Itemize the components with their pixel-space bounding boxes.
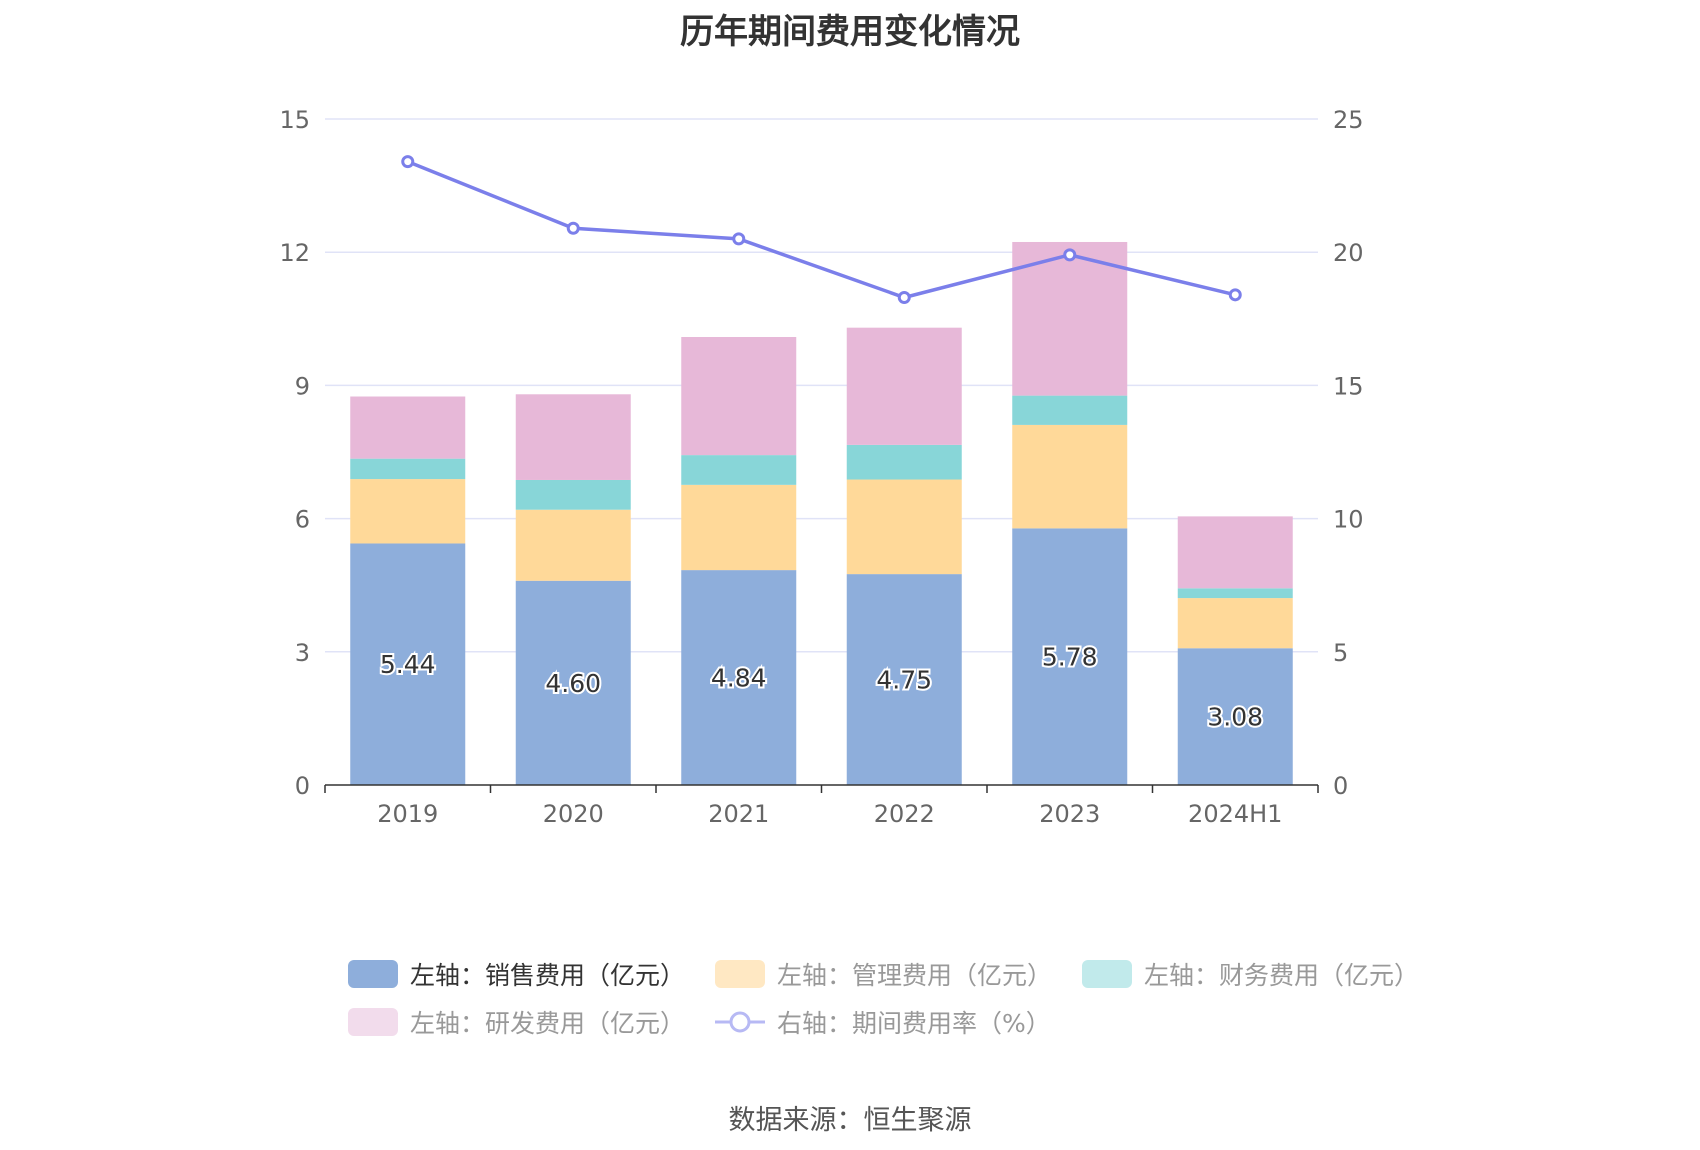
bar-segment-3 — [846, 327, 962, 445]
bar-series — [350, 241, 1293, 785]
bar-data-label: 4.84 — [711, 664, 767, 693]
legend-line-icon — [715, 1011, 766, 1033]
bar-segment-3 — [515, 394, 631, 480]
legend-item-expense-rate[interactable]: 右轴：期间费用率（%） — [715, 1004, 1051, 1040]
y-left-tick-label: 6 — [295, 506, 310, 534]
y-right-tick-label: 5 — [1333, 639, 1348, 667]
bar-data-label: 5.78 — [1042, 643, 1098, 672]
bar-segment-3 — [350, 396, 466, 459]
line-series — [401, 155, 1242, 304]
line-point — [897, 290, 911, 304]
bar-segment-1 — [846, 479, 962, 575]
line-point — [1228, 288, 1242, 302]
legend-row: 左轴：研发费用（亿元） 右轴：期间费用率（%） — [348, 998, 1388, 1046]
bar-segment-1 — [681, 484, 797, 571]
grid-lines — [325, 118, 1318, 653]
axes: 0 3 6 9 12 15 0 5 10 15 20 25 2019 2020 2021 2022 2023 20… — [279, 106, 1363, 828]
x-tick-label: 2023 — [1039, 800, 1100, 828]
legend-label-admin: 左轴：管理费用（亿元） — [777, 961, 1053, 990]
bar-segment-2 — [681, 455, 797, 485]
data-source: 数据来源：恒生聚源 — [728, 1105, 972, 1136]
bar-segment-1 — [1012, 424, 1128, 529]
legend: 左轴：销售费用（亿元） 左轴：管理费用（亿元） 左轴：财务费用（亿元） 左轴：研… — [348, 950, 1419, 1046]
y-left-tick-label: 3 — [295, 639, 310, 667]
legend-item-finance[interactable]: 左轴：财务费用（亿元） — [1082, 956, 1419, 992]
chart-title: 历年期间费用变化情况 — [680, 12, 1020, 52]
x-tick-label: 2022 — [874, 800, 935, 828]
legend-label-expense-rate: 右轴：期间费用率（%） — [777, 1009, 1051, 1038]
legend-item-admin[interactable]: 左轴：管理费用（亿元） — [715, 956, 1052, 992]
bar-segment-2 — [846, 444, 962, 480]
line-point — [401, 155, 415, 169]
bar-segment-1 — [515, 509, 631, 581]
legend-item-rnd[interactable]: 左轴：研发费用（亿元） — [348, 1004, 685, 1040]
bar-segment-2 — [350, 458, 466, 480]
legend-swatch-finance — [1082, 960, 1133, 988]
y-right-tick-label: 25 — [1333, 106, 1364, 134]
y-left-tick-label: 9 — [295, 372, 310, 400]
x-tick-label: 2020 — [543, 800, 604, 828]
bar-segment-3 — [1177, 516, 1293, 589]
x-tick-label: 2019 — [377, 800, 438, 828]
y-right-tick-label: 0 — [1333, 772, 1348, 800]
bar-data-label: 5.44 — [380, 650, 436, 679]
bar-segment-1 — [1177, 598, 1293, 649]
y-left-tick-label: 0 — [295, 772, 310, 800]
legend-swatch-rnd — [348, 1008, 398, 1036]
bar-segment-3 — [681, 337, 797, 456]
legend-label-sales: 左轴：销售费用（亿元） — [410, 961, 686, 990]
line-point — [1063, 248, 1077, 262]
bar-segment-0 — [1012, 528, 1128, 785]
legend-swatch-admin — [715, 960, 766, 988]
legend-swatch-sales — [348, 960, 398, 988]
bar-data-label: 4.75 — [876, 666, 932, 695]
legend-row: 左轴：销售费用（亿元） 左轴：管理费用（亿元） 左轴：财务费用（亿元） — [348, 950, 1419, 998]
data-labels: 5.44 4.60 4.84 4.75 5.78 3.08 — [378, 641, 1265, 734]
bar-segment-0 — [681, 570, 797, 785]
bar-segment-2 — [515, 479, 631, 510]
y-right-tick-label: 15 — [1333, 372, 1364, 400]
bar-segment-0 — [1177, 648, 1293, 785]
y-right-tick-label: 20 — [1333, 239, 1364, 267]
bar-segment-2 — [1177, 588, 1293, 599]
y-left-tick-label: 15 — [279, 106, 310, 134]
bar-data-label: 3.08 — [1207, 703, 1263, 732]
legend-item-sales[interactable]: 左轴：销售费用（亿元） — [348, 956, 685, 992]
x-tick-label: 2021 — [708, 800, 769, 828]
bar-segment-3 — [1012, 241, 1128, 396]
line-point — [732, 232, 746, 246]
bar-segment-1 — [350, 479, 466, 544]
y-right-tick-label: 10 — [1333, 506, 1364, 534]
line-series-path — [407, 160, 1236, 300]
legend-label-rnd: 左轴：研发费用（亿元） — [410, 1009, 686, 1038]
bar-data-label: 4.60 — [545, 669, 601, 698]
bar-segment-2 — [1012, 395, 1128, 425]
bar-segment-0 — [350, 543, 466, 785]
line-point — [566, 221, 580, 235]
legend-label-finance: 左轴：财务费用（亿元） — [1144, 961, 1420, 990]
bar-segment-0 — [515, 580, 631, 785]
bar-segment-0 — [846, 574, 962, 785]
x-tick-label: 2024H1 — [1188, 800, 1282, 828]
y-left-tick-label: 12 — [279, 239, 310, 267]
